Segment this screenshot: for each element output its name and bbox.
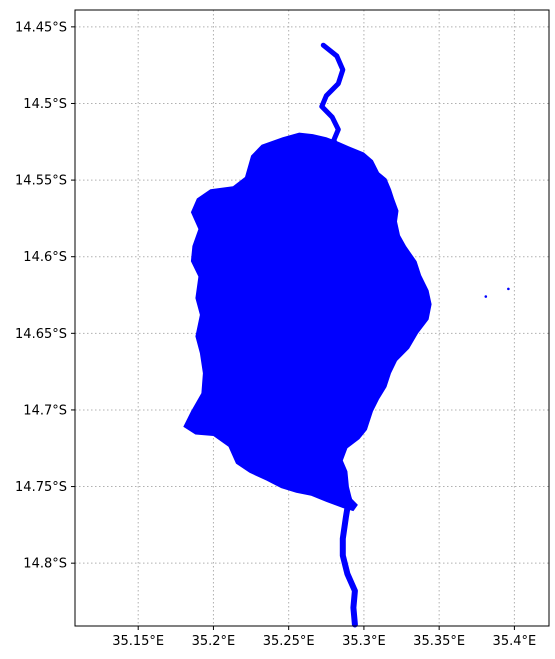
water-bodies <box>183 45 509 624</box>
river-outflow-south <box>343 499 355 625</box>
longitude-tick-labels: 35.15°E 35.2°E 35.25°E 35.3°E 35.35°E 35.4°E <box>112 634 536 649</box>
y-tick-label: 14.5°S <box>23 97 67 112</box>
x-tick-label: 35.35°E <box>413 634 465 649</box>
lake-polygon <box>183 133 431 512</box>
y-tick-label: 14.65°S <box>15 327 67 342</box>
water-islet <box>485 295 488 298</box>
y-tick-label: 14.6°S <box>23 250 67 265</box>
x-tick-label: 35.2°E <box>192 634 236 649</box>
y-tick-label: 14.55°S <box>15 174 67 189</box>
x-tick-label: 35.3°E <box>342 634 386 649</box>
y-tick-label: 14.45°S <box>15 20 67 35</box>
water-islet <box>507 288 510 291</box>
water-islet <box>351 199 354 202</box>
y-tick-label: 14.8°S <box>23 557 67 572</box>
latitude-tick-labels: 14.45°S 14.5°S 14.55°S 14.6°S 14.65°S 14.7°S 1… <box>15 20 67 571</box>
x-tick-label: 35.15°E <box>112 634 164 649</box>
x-tick-label: 35.4°E <box>493 634 537 649</box>
y-tick-label: 14.7°S <box>23 403 67 418</box>
x-tick-label: 35.25°E <box>263 634 315 649</box>
water-islet <box>340 186 343 189</box>
y-tick-label: 14.75°S <box>15 480 67 495</box>
